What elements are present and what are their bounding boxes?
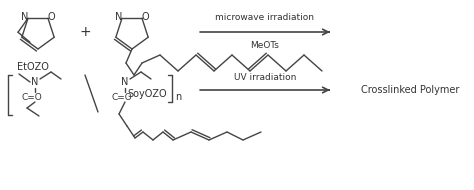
Text: microwave irradiation: microwave irradiation [216, 13, 315, 22]
Text: O: O [141, 12, 149, 22]
Text: O: O [47, 12, 55, 22]
Text: N: N [121, 77, 128, 87]
Text: +: + [79, 25, 91, 39]
Text: C=O: C=O [22, 93, 42, 101]
Text: C=O: C=O [111, 93, 132, 101]
Text: MeOTs: MeOTs [251, 41, 280, 51]
Text: n: n [175, 92, 181, 102]
Text: N: N [115, 12, 123, 22]
Text: N: N [21, 12, 29, 22]
Text: SoyOZO: SoyOZO [127, 89, 167, 99]
Text: Crosslinked Polymer: Crosslinked Polymer [361, 85, 459, 95]
Text: UV irradiation: UV irradiation [234, 74, 296, 82]
Text: N: N [31, 77, 39, 87]
Text: EtOZO: EtOZO [17, 62, 49, 72]
